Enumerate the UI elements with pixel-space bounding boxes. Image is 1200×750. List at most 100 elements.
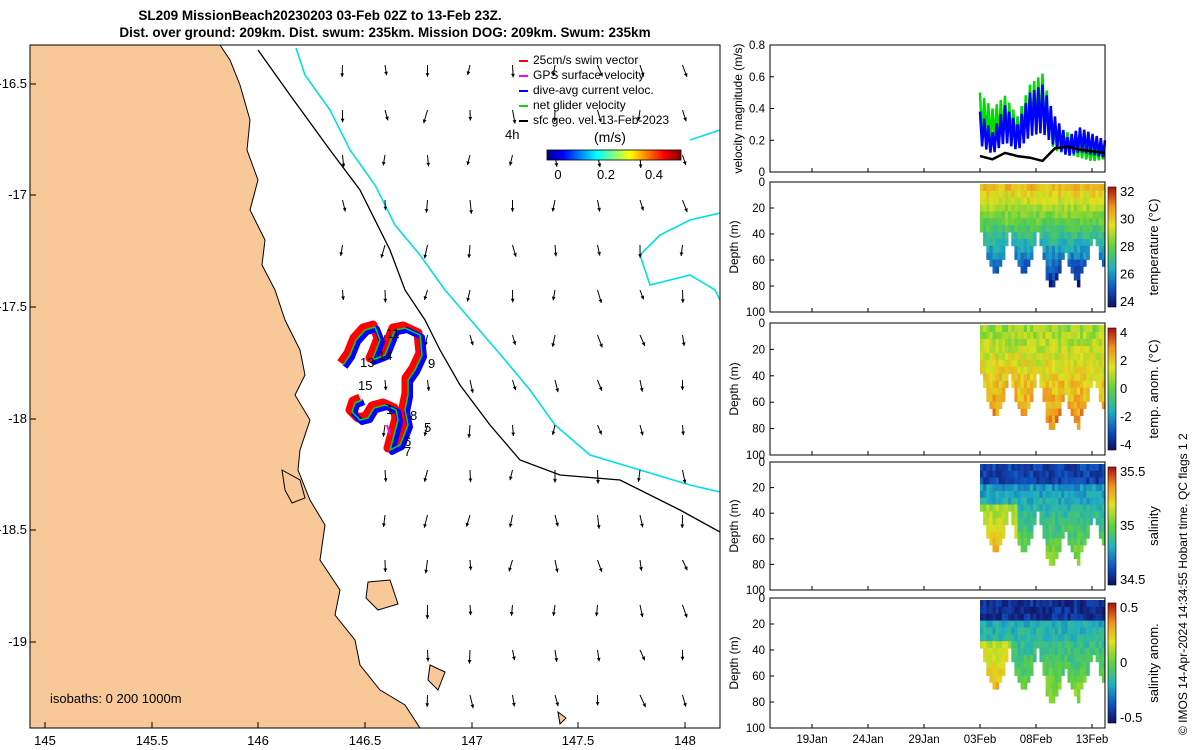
heatmap-cell bbox=[1017, 518, 1021, 526]
heatmap-cell bbox=[1033, 232, 1037, 240]
heatmap-cell bbox=[980, 641, 984, 649]
heatmap-cell bbox=[1067, 477, 1071, 485]
heatmap-cell bbox=[989, 204, 993, 212]
heatmap-cell bbox=[1014, 654, 1018, 663]
heatmap-cell bbox=[1039, 184, 1043, 192]
heatmap-cell bbox=[1042, 497, 1046, 505]
heatmap-cell bbox=[1089, 232, 1093, 240]
heatmap-cell bbox=[995, 238, 1000, 247]
heatmap-cell bbox=[1067, 634, 1071, 642]
vector-arrow bbox=[467, 424, 472, 438]
heatmap-cell bbox=[998, 620, 1003, 628]
heatmap-cell bbox=[1023, 245, 1028, 254]
heatmap-cell bbox=[1001, 491, 1006, 499]
heatmap-cell bbox=[1058, 545, 1062, 553]
heatmap-cell bbox=[1089, 190, 1093, 199]
heatmap-cell bbox=[1030, 332, 1034, 340]
heatmap-cell bbox=[1017, 252, 1021, 260]
heatmap-cell bbox=[1080, 190, 1084, 199]
heatmap-cell bbox=[1048, 338, 1053, 347]
heatmap-cell bbox=[986, 197, 990, 205]
heatmap-cell bbox=[992, 211, 996, 219]
heatmap-cell bbox=[1051, 190, 1056, 199]
heatmap-cell bbox=[1070, 245, 1075, 254]
heatmap-cell bbox=[1023, 184, 1028, 192]
heatmap-cell bbox=[1020, 259, 1025, 267]
heatmap-cell bbox=[1083, 345, 1087, 354]
heatmap-cell bbox=[1023, 654, 1028, 663]
heatmap-cell bbox=[1048, 332, 1053, 340]
vector-arrow bbox=[384, 64, 388, 76]
heatmap-cell bbox=[980, 600, 984, 608]
heatmap-cell bbox=[1061, 204, 1065, 212]
heatmap-cell bbox=[1064, 504, 1068, 512]
heatmap-cell bbox=[1080, 648, 1084, 656]
heatmap-cell bbox=[1036, 218, 1040, 226]
heatmap-cell bbox=[1023, 538, 1028, 546]
heatmap-cell bbox=[1036, 190, 1040, 199]
heatmap-cell bbox=[1042, 366, 1046, 375]
heatmap-cell bbox=[1036, 634, 1040, 642]
heatmap-cell bbox=[1080, 531, 1084, 539]
heatmap-cell bbox=[1073, 641, 1078, 649]
heatmap-cell bbox=[1017, 325, 1021, 333]
heatmap-cell bbox=[1089, 627, 1093, 635]
colorbar-tick-label: 0 bbox=[1120, 381, 1127, 396]
heatmap-cell bbox=[1086, 654, 1090, 663]
heatmap-cell bbox=[1014, 204, 1018, 212]
heatmap-cell bbox=[1008, 197, 1012, 205]
heatmap-cell bbox=[1070, 627, 1075, 635]
heatmap-cell bbox=[995, 373, 1000, 382]
heatmap-cell bbox=[1095, 218, 1100, 226]
heatmap-cell bbox=[1098, 325, 1103, 333]
heatmap-cell bbox=[1042, 373, 1046, 382]
heatmap-cell bbox=[1101, 518, 1106, 526]
heatmap-cell bbox=[1051, 491, 1056, 499]
heatmap-cell bbox=[1008, 634, 1012, 642]
heatmap-cell bbox=[980, 613, 984, 621]
heatmap-cell bbox=[1026, 634, 1031, 642]
heatmap-cell bbox=[1080, 661, 1084, 670]
heatmap-cell bbox=[998, 627, 1003, 635]
heatmap-cell bbox=[1020, 661, 1025, 670]
heatmap-cell bbox=[1045, 394, 1050, 403]
vector-arrow bbox=[682, 199, 688, 213]
heatmap-cell bbox=[1001, 470, 1006, 478]
heatmap-cell bbox=[1073, 531, 1078, 539]
heatmap-cell bbox=[1083, 531, 1087, 539]
heatmap-cell bbox=[1073, 401, 1078, 409]
heatmap-cell bbox=[1064, 641, 1068, 649]
heatmap-cell bbox=[1017, 225, 1021, 233]
heatmap-cell bbox=[1005, 634, 1009, 642]
heatmap-cell bbox=[1039, 238, 1043, 247]
vector-arrow bbox=[512, 109, 517, 124]
heatmap-cell bbox=[980, 225, 984, 233]
heatmap-cell bbox=[1055, 491, 1059, 499]
heatmap-cell bbox=[1011, 491, 1015, 499]
vector-arrow bbox=[341, 289, 345, 301]
heatmap-cell bbox=[1026, 238, 1031, 247]
heatmap-cell bbox=[1030, 359, 1034, 368]
heatmap-cell bbox=[992, 641, 996, 649]
heatmap-cell bbox=[1095, 606, 1100, 615]
heatmap-cell bbox=[1067, 606, 1071, 615]
heatmap-cell bbox=[1051, 273, 1056, 281]
heatmap-cell bbox=[998, 259, 1003, 267]
heatmap-cell bbox=[1017, 345, 1021, 354]
heatmap-cell bbox=[1048, 600, 1053, 608]
heatmap-cell bbox=[1026, 401, 1031, 409]
heatmap-cell bbox=[1086, 464, 1090, 472]
heatmap-cell bbox=[1017, 620, 1021, 628]
heatmap-cell bbox=[1098, 380, 1103, 389]
heatmap-cell bbox=[1048, 470, 1053, 478]
heatmap-cell bbox=[1030, 218, 1034, 226]
panel-x-tick-label: 13Feb bbox=[1076, 734, 1109, 746]
heatmap-cell bbox=[1061, 464, 1065, 472]
heatmap-cell bbox=[1055, 524, 1059, 532]
heatmap-cell bbox=[1067, 352, 1071, 361]
heatmap-cell bbox=[1001, 613, 1006, 621]
heatmap-cell bbox=[983, 197, 987, 205]
heatmap-cell bbox=[1001, 394, 1006, 403]
heatmap-cell bbox=[1101, 366, 1106, 375]
